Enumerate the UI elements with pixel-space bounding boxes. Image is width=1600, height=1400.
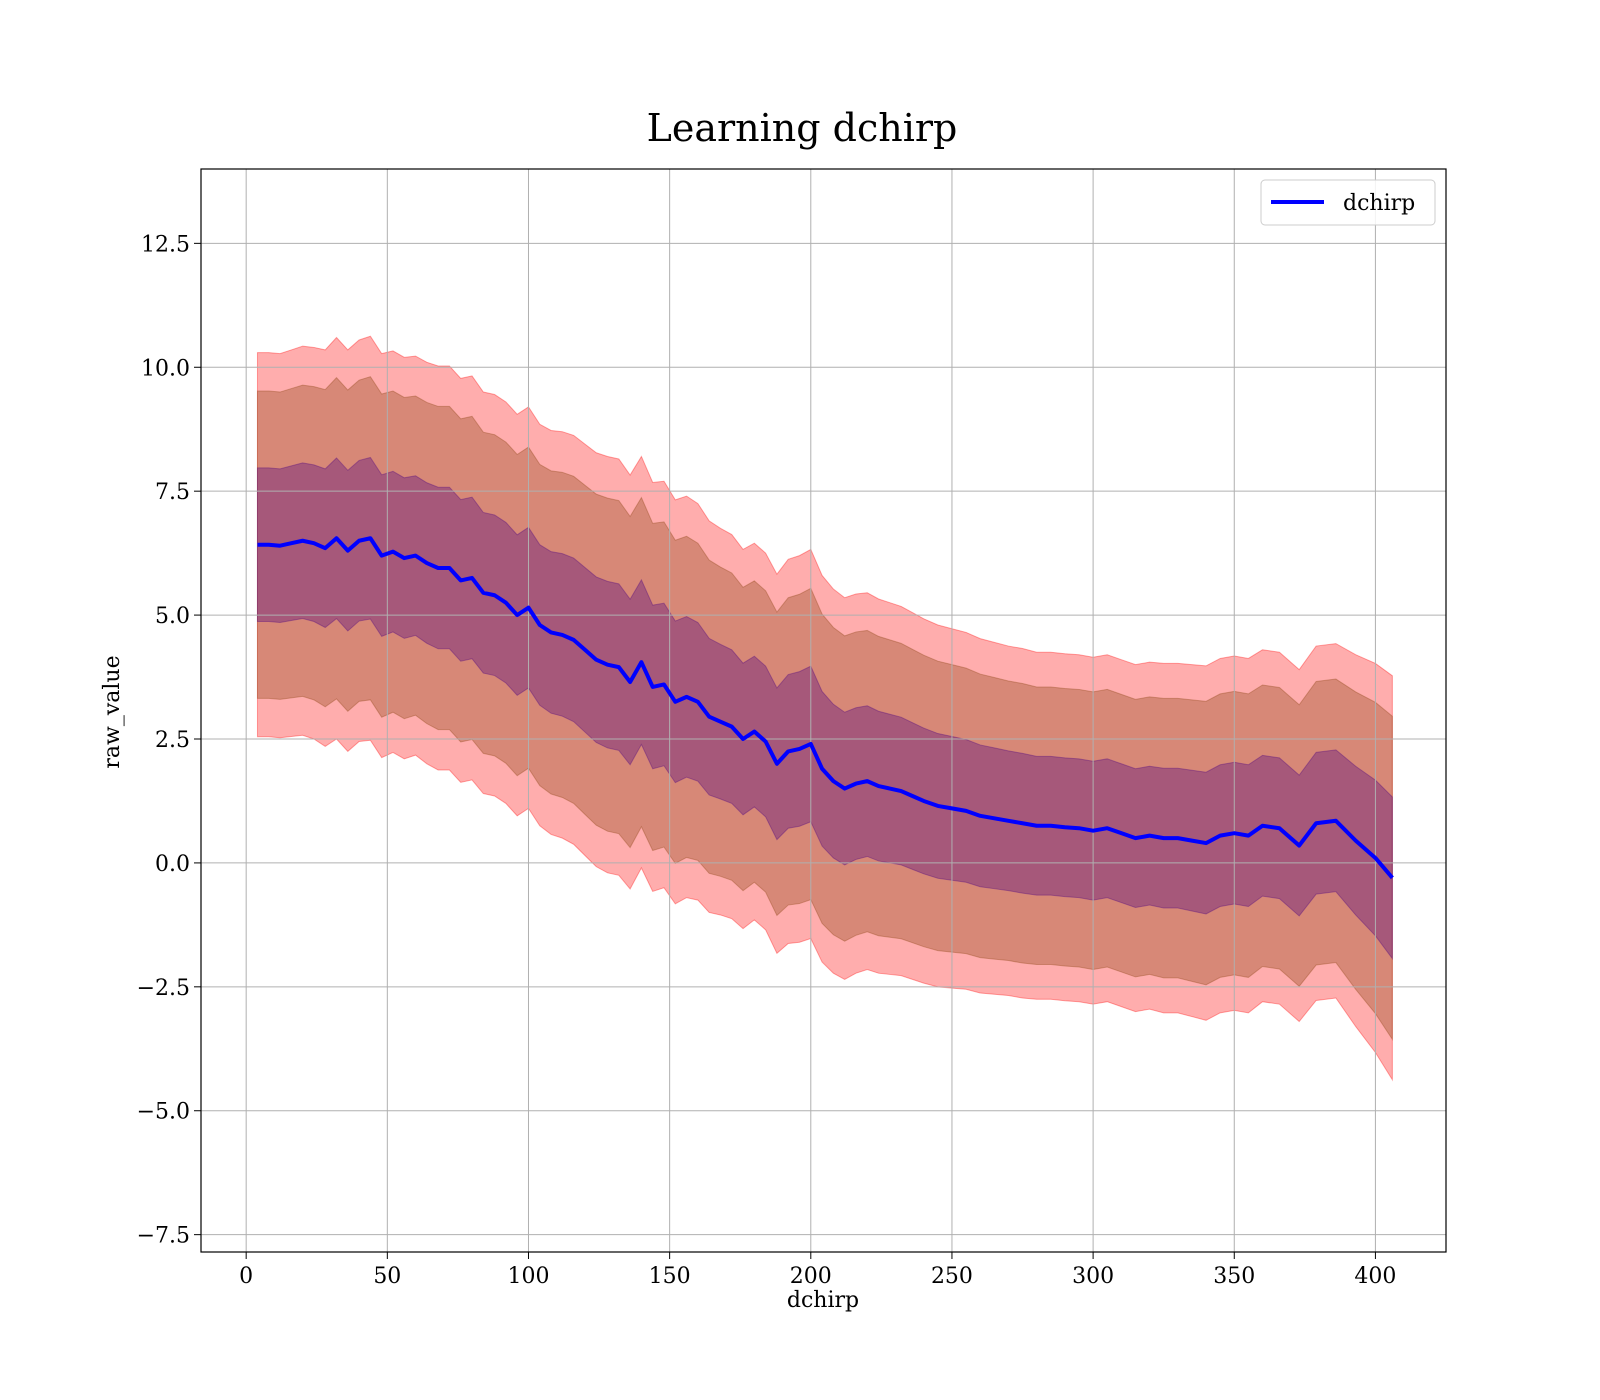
y-tick-label: 12.5	[141, 232, 190, 257]
y-tick-label: −5.0	[137, 1100, 190, 1125]
plot-frame	[200, 168, 1447, 1253]
y-tick-label: −7.5	[137, 1224, 190, 1249]
y-tick-label: −2.5	[137, 976, 190, 1001]
y-tick-label: 10.0	[141, 356, 190, 381]
series-line-dchirp	[257, 536, 1394, 880]
y-axis-ticks: −7.5 −5.0 −2.5 0.0 2.5 5.0 7.5 10.0 12.5	[137, 232, 201, 1249]
grid	[201, 169, 1446, 1252]
x-tick-label: 200	[790, 1264, 832, 1289]
y-tick-label: 5.0	[155, 604, 190, 629]
legend-label-dchirp: dchirp	[1343, 191, 1415, 216]
y-axis-label: raw_value	[100, 655, 125, 768]
legend-box	[1260, 179, 1436, 226]
x-tick-label: 50	[373, 1264, 401, 1289]
band-outer	[256, 335, 1393, 1082]
x-tick-label: 250	[931, 1264, 973, 1289]
y-tick-label: 0.0	[155, 852, 190, 877]
chart-title: Learning dchirp	[647, 106, 958, 150]
x-tick-label: 350	[1213, 1264, 1255, 1289]
confidence-bands	[256, 335, 1393, 1082]
x-axis-ticks: 0 50 100 150 200 250 300 350 400	[239, 1252, 1396, 1289]
x-tick-label: 100	[507, 1264, 549, 1289]
y-tick-label: 2.5	[155, 728, 190, 753]
band-inner	[256, 456, 1393, 961]
legend: dchirp	[1260, 179, 1436, 226]
x-axis-label: dchirp	[787, 1288, 859, 1313]
x-tick-label: 0	[239, 1264, 253, 1289]
x-tick-label: 300	[1072, 1264, 1114, 1289]
series-lines	[257, 536, 1394, 880]
band-middle	[256, 376, 1393, 1042]
x-tick-label: 150	[649, 1264, 691, 1289]
x-tick-label: 400	[1354, 1264, 1396, 1289]
y-tick-label: 7.5	[155, 480, 190, 505]
